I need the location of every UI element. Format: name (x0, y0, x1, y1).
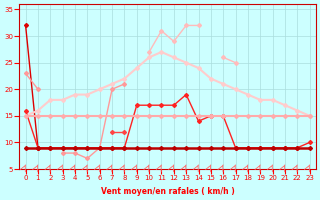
X-axis label: Vent moyen/en rafales ( km/h ): Vent moyen/en rafales ( km/h ) (101, 187, 235, 196)
